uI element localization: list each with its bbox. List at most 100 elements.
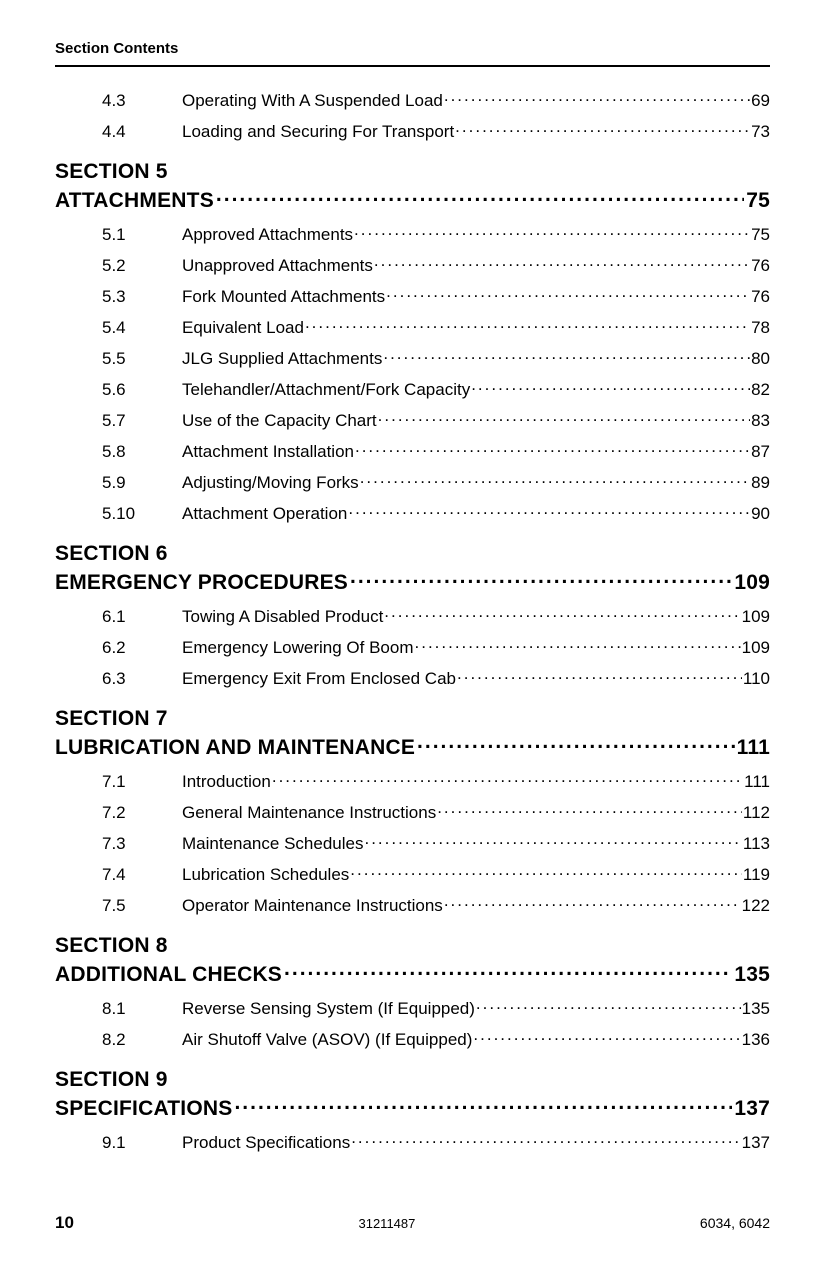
entry-number: 7.4: [102, 865, 182, 885]
section-heading: SECTION 7: [55, 707, 770, 731]
dot-leaders: [415, 636, 741, 653]
entry-number: 5.8: [102, 442, 182, 462]
entry-number: 8.1: [102, 999, 182, 1019]
entry-page: 122: [742, 896, 770, 916]
section-title-row: SPECIFICATIONS137: [55, 1094, 770, 1121]
entry-number: 7.5: [102, 896, 182, 916]
section-title: ATTACHMENTS: [55, 189, 214, 213]
section-entries: 5.1Approved Attachments755.2Unapproved A…: [102, 223, 770, 524]
entry-page: 90: [751, 504, 770, 524]
entry-number: 5.7: [102, 411, 182, 431]
section-heading: SECTION 9: [55, 1068, 770, 1092]
entry-number: 5.10: [102, 504, 182, 524]
toc-entry: 5.3Fork Mounted Attachments 76: [102, 285, 770, 307]
entry-page: 119: [743, 865, 770, 885]
dot-leaders: [383, 347, 750, 364]
sections-container: SECTION 5ATTACHMENTS755.1Approved Attach…: [55, 160, 770, 1153]
entry-label: Telehandler/Attachment/Fork Capacity: [182, 380, 470, 400]
toc-entry: 9.1Product Specifications137: [102, 1131, 770, 1153]
toc-entry: 5.1Approved Attachments75: [102, 223, 770, 245]
entry-page: 80: [751, 349, 770, 369]
entry-label: Reverse Sensing System (If Equipped): [182, 999, 475, 1019]
dot-leaders: [437, 801, 742, 818]
dot-leaders: [284, 960, 732, 981]
dot-leaders: [471, 378, 750, 395]
entry-label: Towing A Disabled Product: [182, 607, 383, 627]
toc-entry: 4.4Loading and Securing For Transport73: [102, 120, 770, 142]
dot-leaders: [417, 733, 735, 754]
entry-page: 83: [751, 411, 770, 431]
section-title: EMERGENCY PROCEDURES: [55, 571, 348, 595]
dot-leaders: [457, 667, 742, 684]
entry-label: Lubrication Schedules: [182, 865, 349, 885]
footer-right-code: 6034, 6042: [700, 1215, 770, 1231]
entry-label: Approved Attachments: [182, 225, 353, 245]
section-entries: 7.1Introduction1117.2General Maintenance…: [102, 770, 770, 916]
dot-leaders: [234, 1094, 732, 1115]
section-title: SPECIFICATIONS: [55, 1097, 232, 1121]
dot-leaders: [384, 605, 740, 622]
entry-page: 76: [751, 256, 770, 276]
dot-leaders: [348, 502, 750, 519]
entry-number: 5.9: [102, 473, 182, 493]
toc-entry: 5.5JLG Supplied Attachments80: [102, 347, 770, 369]
entry-label: Attachment Operation: [182, 504, 347, 524]
entry-number: 5.6: [102, 380, 182, 400]
entry-page: 135: [742, 999, 770, 1019]
entry-label: Use of the Capacity Chart: [182, 411, 377, 431]
toc-entry: 5.9Adjusting/Moving Forks89: [102, 471, 770, 493]
section-page: 135: [734, 963, 770, 987]
section-page: 111: [737, 736, 770, 760]
entry-number: 4.3: [102, 91, 182, 111]
initial-entries: 4.3Operating With A Suspended Load694.4L…: [102, 89, 770, 142]
toc-entry: 5.4Equivalent Load78: [102, 316, 770, 338]
entry-page: 113: [743, 834, 770, 854]
entry-label: Introduction: [182, 772, 271, 792]
entry-page: 73: [751, 122, 770, 142]
entry-page: 78: [751, 318, 770, 338]
dot-leaders: [374, 254, 750, 271]
toc-entry: 8.2Air Shutoff Valve (ASOV) (If Equipped…: [102, 1028, 770, 1050]
toc-entry: 6.1Towing A Disabled Product109: [102, 605, 770, 627]
entry-page: 109: [742, 607, 770, 627]
page-content: Section Contents 4.3Operating With A Sus…: [0, 0, 825, 1153]
entry-label: Unapproved Attachments: [182, 256, 373, 276]
entry-label: Equivalent Load: [182, 318, 304, 338]
section-heading: SECTION 6: [55, 542, 770, 566]
section-title: LUBRICATION AND MAINTENANCE: [55, 736, 415, 760]
entry-page: 87: [751, 442, 770, 462]
entry-label: Emergency Exit From Enclosed Cab: [182, 669, 456, 689]
section-heading: SECTION 8: [55, 934, 770, 958]
dot-leaders: [305, 316, 750, 333]
entry-label: JLG Supplied Attachments: [182, 349, 382, 369]
dot-leaders: [355, 440, 750, 457]
dot-leaders: [378, 409, 750, 426]
section-title-row: EMERGENCY PROCEDURES109: [55, 568, 770, 595]
toc-entry: 7.3Maintenance Schedules113: [102, 832, 770, 854]
entry-page: 137: [742, 1133, 770, 1153]
entry-page: 112: [743, 803, 770, 823]
dot-leaders: [444, 89, 750, 106]
header-rule: [55, 65, 770, 67]
section-title-row: ATTACHMENTS75: [55, 186, 770, 213]
toc-entry: 5.8Attachment Installation87: [102, 440, 770, 462]
entry-number: 5.3: [102, 287, 182, 307]
entry-page: 75: [751, 225, 770, 245]
toc-entry: 7.2General Maintenance Instructions112: [102, 801, 770, 823]
entry-page: 76: [751, 287, 770, 307]
section-title: ADDITIONAL CHECKS: [55, 963, 282, 987]
entry-number: 8.2: [102, 1030, 182, 1050]
dot-leaders: [350, 863, 742, 880]
footer-page-number: 10: [55, 1213, 74, 1233]
dot-leaders: [272, 770, 743, 787]
dot-leaders: [476, 997, 741, 1014]
entry-page: 111: [744, 772, 770, 792]
entry-number: 4.4: [102, 122, 182, 142]
entry-page: 89: [751, 473, 770, 493]
entry-page: 136: [742, 1030, 770, 1050]
entry-label: Fork Mounted Attachments: [182, 287, 385, 307]
toc-entry: 5.2Unapproved Attachments76: [102, 254, 770, 276]
dot-leaders: [360, 471, 750, 488]
dot-leaders: [216, 186, 744, 207]
entry-number: 7.3: [102, 834, 182, 854]
